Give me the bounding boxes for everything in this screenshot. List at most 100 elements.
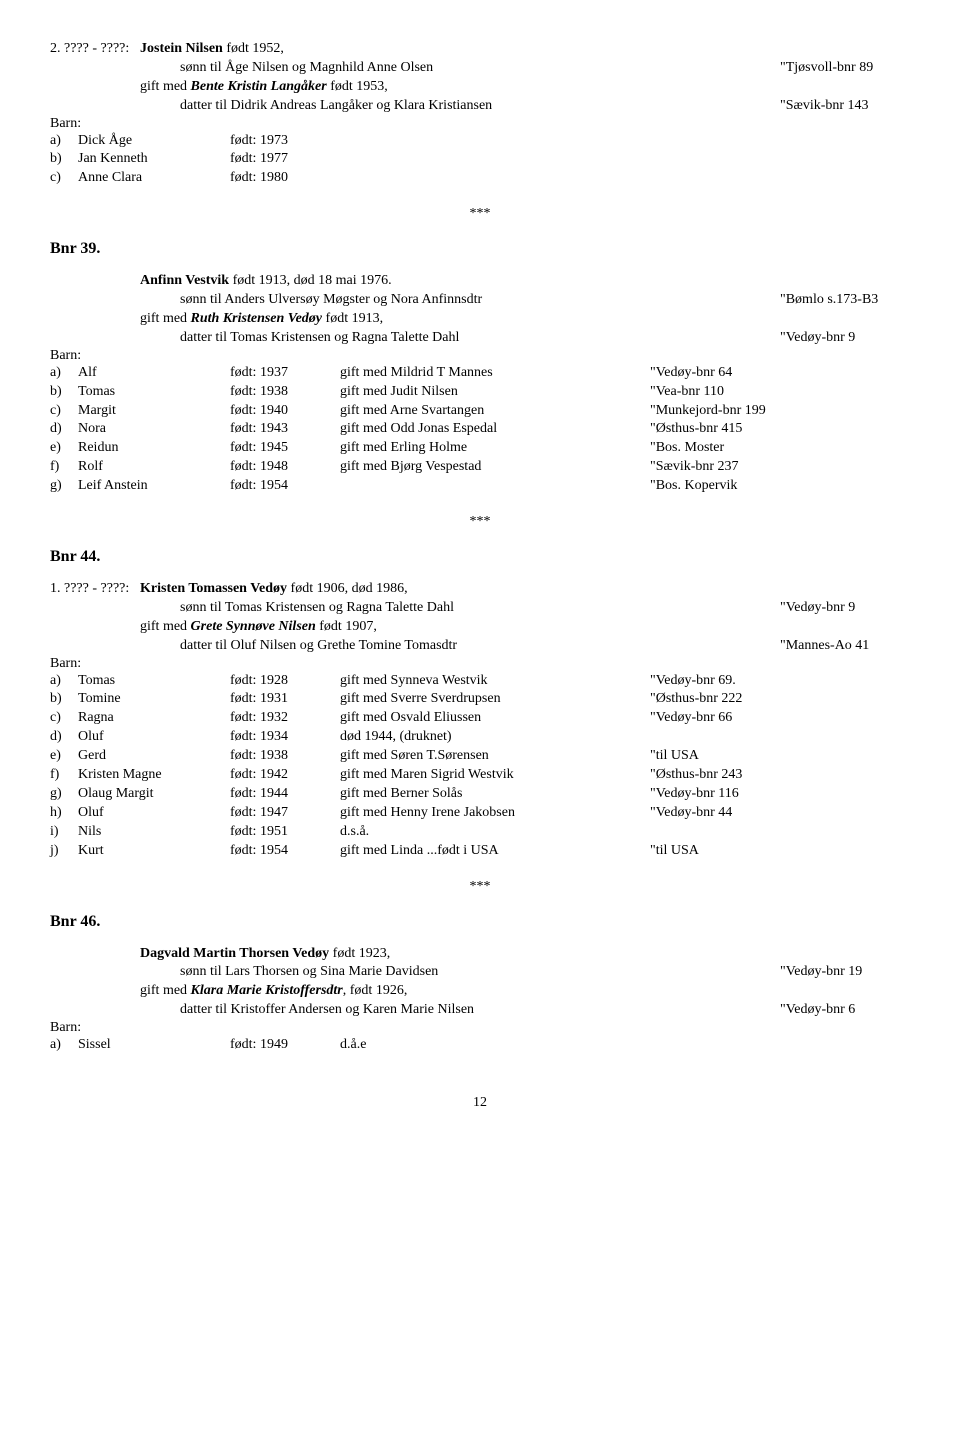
lineage-row: sønn til Åge Nilsen og Magnhild Anne Ols… [50, 59, 910, 78]
child-born: født: 1954 [230, 477, 340, 496]
child-row: a)Sisselfødt: 1949d.å.e [50, 1036, 910, 1055]
child-label: e) [50, 747, 78, 766]
child-born: født: 1937 [230, 364, 340, 383]
child-info: gift med Odd Jonas Espedal [340, 420, 650, 439]
child-info: gift med Maren Sigrid Westvik [340, 766, 650, 785]
gift-row: gift med Grete Synnøve Nilsen født 1907, [50, 618, 910, 637]
child-born: født: 1928 [230, 672, 340, 691]
child-ref: "Sævik-bnr 237 [650, 458, 910, 477]
child-row: g)Olaug Margitfødt: 1944gift med Berner … [50, 785, 910, 804]
child-ref [650, 169, 910, 188]
child-row: h)Oluffødt: 1947gift med Henny Irene Jak… [50, 804, 910, 823]
separator-stars: *** [50, 514, 910, 530]
gift-pre: gift med [140, 311, 191, 326]
child-ref: "Vedøy-bnr 116 [650, 785, 910, 804]
child-info: gift med Berner Solås [340, 785, 650, 804]
children-list: a)Dick Ågefødt: 1973b)Jan Kennethfødt: 1… [50, 132, 910, 189]
child-ref: "Bos. Kopervik [650, 477, 910, 496]
child-row: b)Tomasfødt: 1938gift med Judit Nilsen"V… [50, 383, 910, 402]
spouse-name: Grete Synnøve Nilsen [191, 619, 316, 634]
child-ref [650, 728, 910, 747]
child-ref: "til USA [650, 747, 910, 766]
entry-block-bnr46: Dagvald Martin Thorsen Vedøy født 1923, … [50, 945, 910, 1055]
child-label: f) [50, 458, 78, 477]
spouse-name: Bente Kristin Langåker [191, 79, 327, 94]
child-row: e)Gerdfødt: 1938gift med Søren T.Sørense… [50, 747, 910, 766]
gift-suffix: født 1907, [316, 619, 377, 634]
children-list: a)Tomasfødt: 1928gift med Synneva Westvi… [50, 672, 910, 861]
child-info: gift med Synneva Westvik [340, 672, 650, 691]
child-row: a)Alffødt: 1937gift med Mildrid T Mannes… [50, 364, 910, 383]
child-label: d) [50, 728, 78, 747]
gift-row: gift med Ruth Kristensen Vedøy født 1913… [50, 310, 910, 329]
child-name: Alf [78, 364, 230, 383]
lineage-ref: "Vedøy-bnr 9 [780, 599, 910, 618]
child-label: a) [50, 1036, 78, 1055]
child-info: gift med Judit Nilsen [340, 383, 650, 402]
child-ref: "Bos. Moster [650, 439, 910, 458]
child-born: født: 1932 [230, 709, 340, 728]
spouse-lineage: datter til Kristoffer Andersen og Karen … [50, 1001, 780, 1020]
spouse-ref: "Mannes-Ao 41 [780, 637, 910, 656]
child-name: Olaug Margit [78, 785, 230, 804]
spouse-lineage-row: datter til Tomas Kristensen og Ragna Tal… [50, 329, 910, 348]
lineage-row: sønn til Tomas Kristensen og Ragna Talet… [50, 599, 910, 618]
child-row: a)Dick Ågefødt: 1973 [50, 132, 910, 151]
person-suffix: født 1923, [329, 946, 390, 961]
barn-label: Barn: [50, 348, 910, 364]
child-label: c) [50, 402, 78, 421]
bnr-heading: Bnr 46. [50, 913, 910, 931]
child-ref [650, 823, 910, 842]
entry-header-row: 2. ???? - ????: Jostein Nilsen født 1952… [50, 40, 910, 59]
child-name: Margit [78, 402, 230, 421]
child-born: født: 1945 [230, 439, 340, 458]
child-info [340, 477, 650, 496]
gift-suffix: født 1913, [322, 311, 383, 326]
child-label: c) [50, 169, 78, 188]
child-info: gift med Sverre Sverdrupsen [340, 690, 650, 709]
child-label: c) [50, 709, 78, 728]
child-name: Tomas [78, 383, 230, 402]
child-label: b) [50, 150, 78, 169]
entry-block-bnr44: 1. ???? - ????: Kristen Tomassen Vedøy f… [50, 580, 910, 860]
person-suffix: født 1913, død 18 mai 1976. [229, 273, 392, 288]
child-label: b) [50, 690, 78, 709]
children-list: a)Sisselfødt: 1949d.å.e [50, 1036, 910, 1055]
child-born: født: 1980 [230, 169, 340, 188]
child-row: b)Tominefødt: 1931gift med Sverre Sverdr… [50, 690, 910, 709]
child-born: født: 1940 [230, 402, 340, 421]
child-label: a) [50, 672, 78, 691]
child-name: Nora [78, 420, 230, 439]
child-ref: "Vedøy-bnr 69. [650, 672, 910, 691]
person-suffix: født 1906, død 1986, [287, 581, 408, 596]
child-born: født: 1951 [230, 823, 340, 842]
child-info: gift med Arne Svartangen [340, 402, 650, 421]
lineage-row: sønn til Anders Ulversøy Møgster og Nora… [50, 291, 910, 310]
person-name: Kristen Tomassen Vedøy [140, 581, 287, 596]
bnr-heading: Bnr 44. [50, 548, 910, 566]
child-ref: "Østhus-bnr 222 [650, 690, 910, 709]
person-name: Anfinn Vestvik [140, 273, 229, 288]
gift-pre: gift med [140, 79, 191, 94]
entry-prefix: 1. ???? - ????: [50, 580, 140, 599]
child-name: Dick Åge [78, 132, 230, 151]
child-info: d.å.e [340, 1036, 650, 1055]
child-row: b)Jan Kennethfødt: 1977 [50, 150, 910, 169]
child-row: f)Rolffødt: 1948gift med Bjørg Vespestad… [50, 458, 910, 477]
child-born: født: 1944 [230, 785, 340, 804]
entry-header-row: Dagvald Martin Thorsen Vedøy født 1923, [50, 945, 910, 964]
child-info: død 1944, (druknet) [340, 728, 650, 747]
child-born: født: 1943 [230, 420, 340, 439]
child-ref: "Munkejord-bnr 199 [650, 402, 910, 421]
child-born: født: 1948 [230, 458, 340, 477]
child-born: født: 1931 [230, 690, 340, 709]
spouse-lineage-row: datter til Kristoffer Andersen og Karen … [50, 1001, 910, 1020]
spouse-ref: "Vedøy-bnr 9 [780, 329, 910, 348]
child-label: a) [50, 132, 78, 151]
child-name: Kurt [78, 842, 230, 861]
child-name: Jan Kenneth [78, 150, 230, 169]
child-row: f)Kristen Magnefødt: 1942gift med Maren … [50, 766, 910, 785]
child-row: a)Tomasfødt: 1928gift med Synneva Westvi… [50, 672, 910, 691]
child-info [340, 150, 650, 169]
child-born: født: 1954 [230, 842, 340, 861]
